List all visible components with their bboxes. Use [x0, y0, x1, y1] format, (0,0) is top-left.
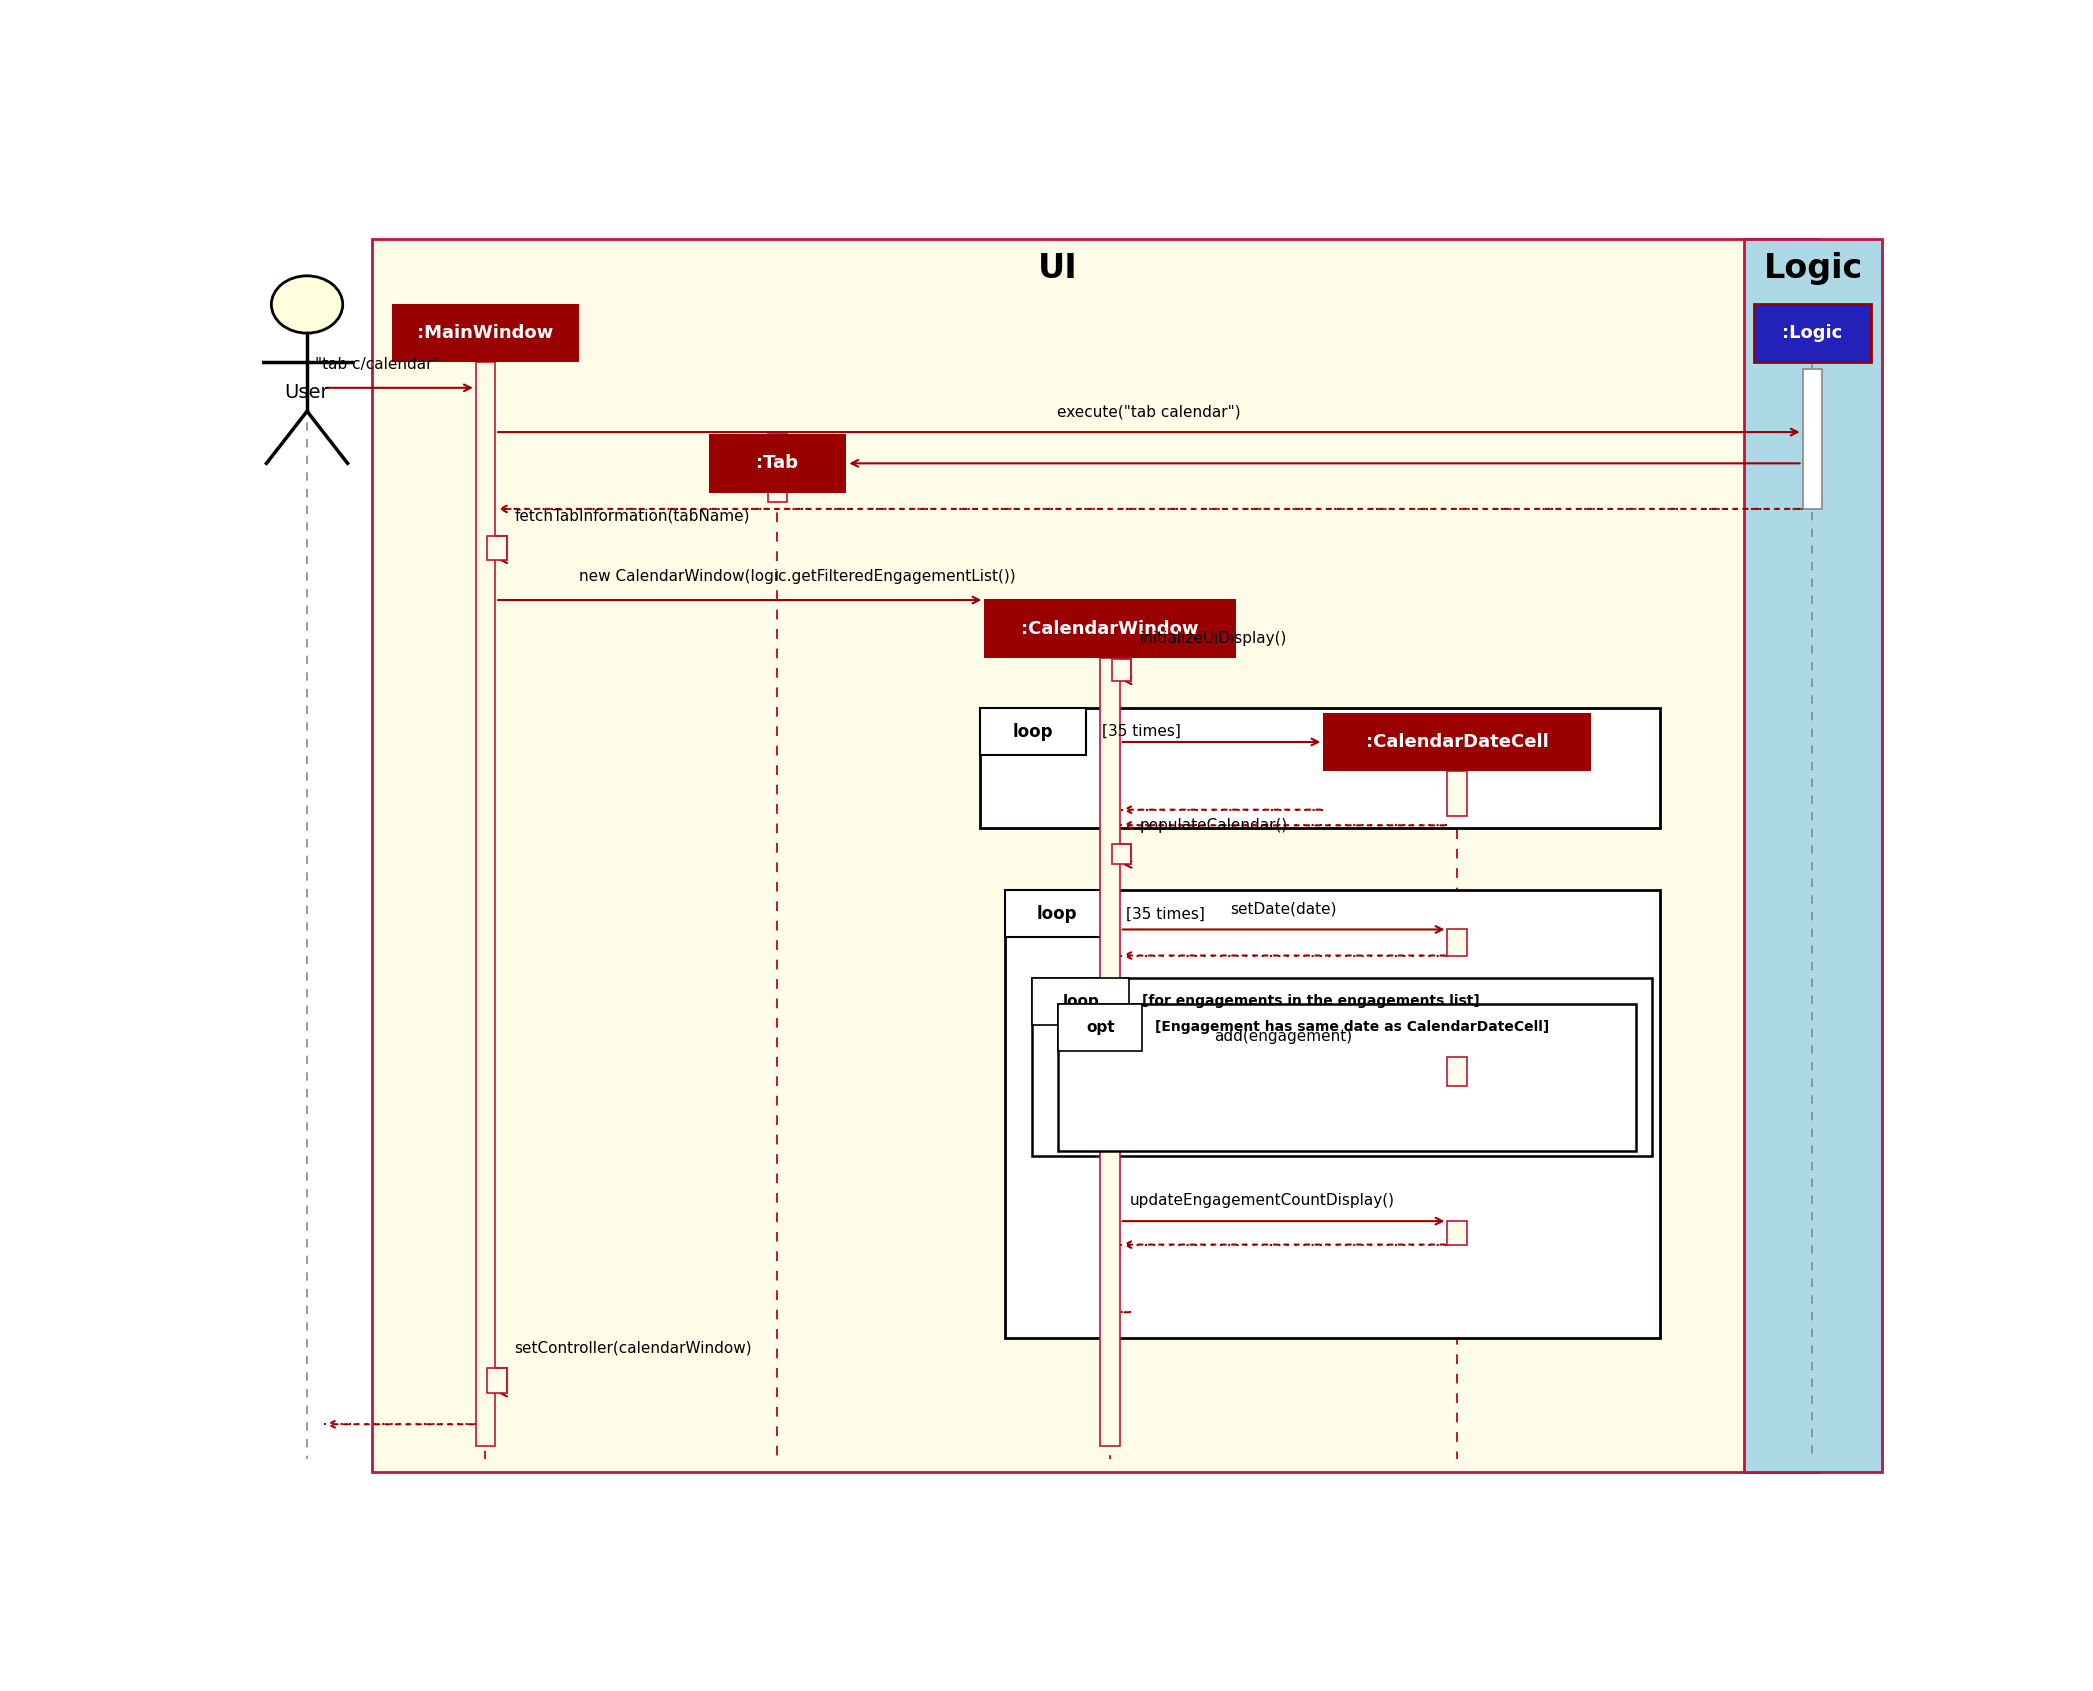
Text: [35 times]: [35 times] [1101, 724, 1180, 739]
FancyBboxPatch shape [980, 709, 1086, 754]
FancyBboxPatch shape [1111, 844, 1132, 864]
Text: :Logic: :Logic [1783, 325, 1842, 342]
FancyBboxPatch shape [1448, 771, 1467, 817]
Text: :MainWindow: :MainWindow [417, 325, 553, 342]
Text: :CalendarDateCell: :CalendarDateCell [1367, 732, 1549, 751]
FancyBboxPatch shape [768, 435, 787, 502]
FancyBboxPatch shape [1032, 977, 1651, 1157]
Text: initializeUiDisplay(): initializeUiDisplay() [1139, 631, 1287, 646]
FancyBboxPatch shape [1111, 658, 1132, 681]
Text: :CalendarWindow: :CalendarWindow [1021, 619, 1199, 638]
FancyBboxPatch shape [1005, 891, 1109, 937]
FancyBboxPatch shape [475, 362, 496, 1446]
FancyBboxPatch shape [1005, 891, 1660, 1338]
FancyBboxPatch shape [1743, 240, 1882, 1473]
FancyBboxPatch shape [488, 1368, 507, 1393]
FancyBboxPatch shape [1059, 1004, 1143, 1050]
Text: loop: loop [1036, 905, 1078, 923]
Text: [Engagement has same date as CalendarDateCell]: [Engagement has same date as CalendarDat… [1155, 1020, 1549, 1035]
Text: execute("tab calendar"): execute("tab calendar") [1057, 404, 1241, 419]
Text: setDate(date): setDate(date) [1231, 901, 1337, 917]
Circle shape [272, 276, 343, 333]
FancyBboxPatch shape [488, 536, 507, 560]
Text: new CalendarWindow(logic.getFilteredEngagementList()): new CalendarWindow(logic.getFilteredEnga… [580, 570, 1015, 585]
Text: UI: UI [1038, 252, 1078, 286]
FancyBboxPatch shape [980, 709, 1660, 829]
FancyBboxPatch shape [1802, 369, 1823, 509]
FancyBboxPatch shape [1448, 930, 1467, 955]
Text: updateEngagementCountDisplay(): updateEngagementCountDisplay() [1130, 1194, 1394, 1207]
Text: fetchTabInformation(tabName): fetchTabInformation(tabName) [515, 509, 749, 523]
Text: [for engagements in the engagements list]: [for engagements in the engagements list… [1143, 994, 1480, 1008]
Text: setController(calendarWindow): setController(calendarWindow) [515, 1341, 751, 1354]
FancyBboxPatch shape [1448, 1221, 1467, 1245]
FancyBboxPatch shape [710, 435, 846, 492]
Text: [35 times]: [35 times] [1126, 906, 1206, 922]
FancyBboxPatch shape [1323, 712, 1591, 771]
FancyBboxPatch shape [391, 304, 580, 362]
FancyBboxPatch shape [1101, 658, 1120, 1446]
Text: add(engagement): add(engagement) [1214, 1030, 1352, 1043]
Text: Logic: Logic [1764, 252, 1863, 286]
Text: populateCalendar(): populateCalendar() [1139, 818, 1287, 834]
Text: "tab c/calendar": "tab c/calendar" [316, 357, 440, 372]
FancyBboxPatch shape [1754, 304, 1871, 362]
FancyBboxPatch shape [1059, 1004, 1635, 1152]
FancyBboxPatch shape [373, 240, 1819, 1473]
Text: loop: loop [1013, 722, 1053, 741]
Text: loop: loop [1063, 994, 1099, 1008]
Text: opt: opt [1086, 1020, 1116, 1035]
Text: User: User [285, 382, 329, 401]
FancyBboxPatch shape [984, 599, 1235, 658]
FancyBboxPatch shape [1032, 977, 1130, 1025]
FancyBboxPatch shape [1448, 1057, 1467, 1086]
Text: :Tab: :Tab [756, 455, 797, 472]
